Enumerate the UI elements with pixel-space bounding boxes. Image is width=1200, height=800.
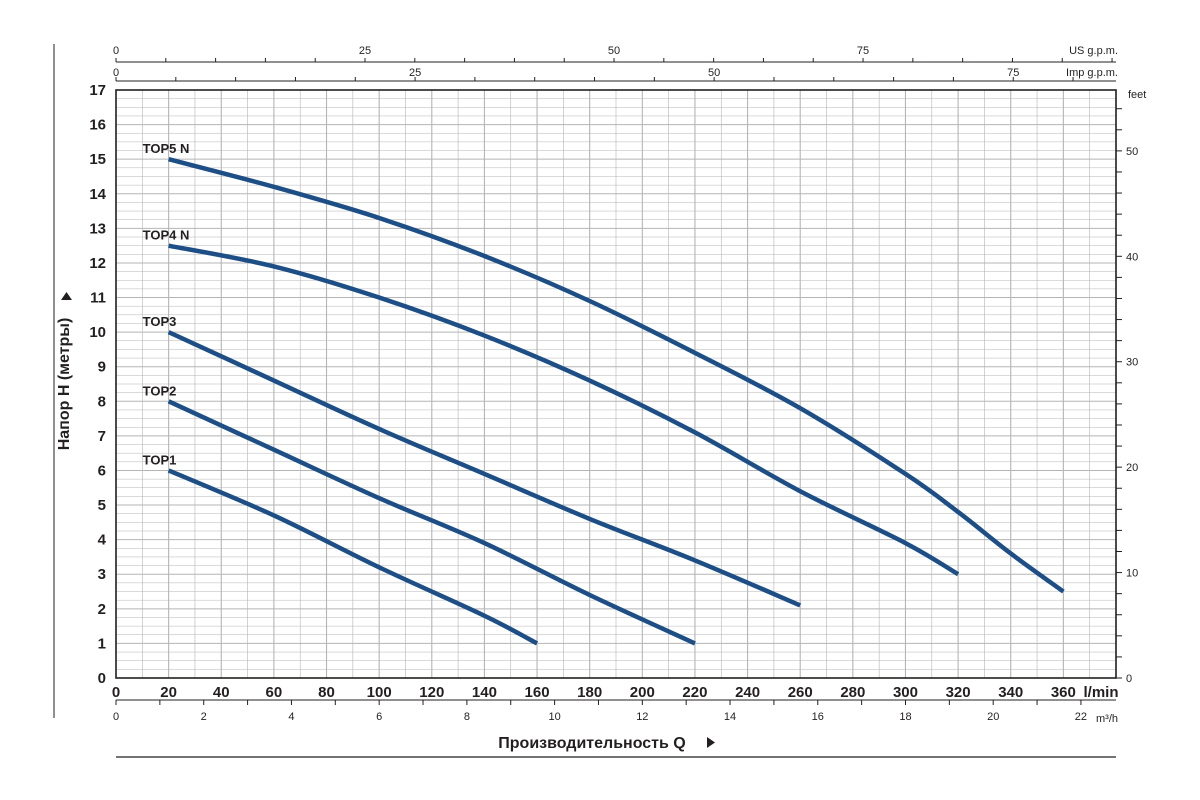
x-tick-label: 40: [213, 684, 230, 701]
x-tick-label: 100: [367, 684, 392, 701]
imp-gpm-tick-label: 0: [113, 67, 119, 79]
m3h-tick-label: 16: [812, 711, 824, 723]
x-tick-label: 160: [525, 684, 550, 701]
us-gpm-tick-label: 50: [608, 45, 620, 57]
feet-tick-label: 10: [1126, 568, 1138, 580]
y-tick-label: 5: [98, 497, 106, 514]
us-gpm-tick-label: 0: [113, 45, 119, 57]
x-tick-label: 180: [577, 684, 602, 701]
y-tick-label: 15: [89, 151, 106, 168]
x-axis-title: Производительность Q: [498, 735, 685, 752]
y-tick-label: 13: [89, 220, 106, 237]
us-gpm-tick-label: 75: [857, 45, 869, 57]
y-tick-label: 14: [89, 186, 106, 203]
y-tick-label: 2: [98, 601, 106, 618]
series-line-top1: [167, 468, 539, 646]
y-tick-label: 4: [98, 532, 107, 549]
y-tick-label: 0: [98, 670, 106, 687]
x-tick-label: 60: [266, 684, 283, 701]
x-tick-label: 280: [840, 684, 865, 701]
feet-tick-label: 50: [1126, 146, 1138, 158]
y-tick-label: 16: [89, 117, 106, 134]
y-tick-label: 12: [89, 255, 106, 272]
series-label-top3: TOP3: [143, 314, 177, 329]
imp-gpm-unit-label: Imp g.p.m.: [1066, 67, 1118, 79]
x-tick-label: 360: [1051, 684, 1076, 701]
x-axis-arrow-icon: [707, 737, 715, 748]
x-tick-label: 120: [419, 684, 444, 701]
curves: [167, 156, 1065, 646]
feet-unit-label: feet: [1128, 89, 1146, 101]
m3h-tick-label: 8: [464, 711, 470, 723]
plot-border: [115, 89, 1117, 679]
y-axis-title: Напор H (метры): [56, 318, 73, 451]
m3h-tick-label: 20: [987, 711, 999, 723]
m3h-tick-label: 4: [288, 711, 294, 723]
x-tick-label: 340: [998, 684, 1023, 701]
series-line-top3: [167, 330, 802, 608]
series-label-top5n: TOP5 N: [143, 141, 190, 156]
m3h-unit-label: m³/h: [1096, 713, 1118, 725]
y-tick-label: 1: [98, 635, 106, 652]
x-tick-label: 200: [630, 684, 655, 701]
y-tick-label: 10: [89, 324, 106, 341]
feet-tick-label: 20: [1126, 462, 1138, 474]
m3h-tick-label: 22: [1075, 711, 1087, 723]
labels: 0 20 40 60 80 100 120 140 160 180 200 220 240 260 280 3…: [56, 45, 1146, 752]
series-line-top4n: [168, 243, 960, 577]
feet-tick-label: 0: [1126, 673, 1132, 685]
y-tick-label: 6: [98, 462, 106, 479]
series-label-top4n: TOP4 N: [143, 228, 190, 243]
m3h-tick-label: 14: [724, 711, 736, 723]
imp-gpm-tick-label: 25: [409, 67, 421, 79]
imp-gpm-tick-label: 50: [708, 67, 720, 79]
m3h-tick-label: 0: [113, 711, 119, 723]
x-tick-label: 20: [160, 684, 177, 701]
x-tick-label: 260: [788, 684, 813, 701]
y-tick-label: 8: [98, 393, 106, 410]
feet-tick-label: 30: [1126, 357, 1138, 369]
y-axis-arrow-icon: [61, 292, 72, 300]
us-gpm-tick-label: 25: [359, 45, 371, 57]
y-tick-label: 7: [98, 428, 106, 445]
x-tick-label: 140: [472, 684, 497, 701]
us-gpm-unit-label: US g.p.m.: [1069, 45, 1118, 57]
m3h-tick-label: 12: [636, 711, 648, 723]
series-line-top2: [167, 399, 696, 646]
x-tick-label: 320: [946, 684, 971, 701]
x-tick-label: 0: [112, 684, 120, 701]
feet-tick-label: 40: [1126, 251, 1138, 263]
x-tick-label: 300: [893, 684, 918, 701]
series-line-top5n: [168, 156, 1065, 594]
y-tick-label: 17: [89, 82, 106, 99]
y-tick-label: 9: [98, 359, 106, 376]
series-label-top1: TOP1: [143, 452, 177, 467]
x-tick-label: 80: [318, 684, 335, 701]
grid: [115, 89, 1117, 679]
imp-gpm-tick-label: 75: [1007, 67, 1019, 79]
chart-frame: [53, 44, 1122, 758]
m3h-tick-label: 2: [201, 711, 207, 723]
m3h-tick-label: 6: [376, 711, 382, 723]
m3h-tick-label: 18: [899, 711, 911, 723]
y-tick-label: 3: [98, 566, 106, 583]
y-tick-label: 11: [90, 290, 106, 307]
x-tick-label: 240: [735, 684, 760, 701]
x-unit-label: l/min: [1083, 684, 1118, 701]
series-label-top2: TOP2: [143, 383, 177, 398]
x-tick-label: 220: [682, 684, 707, 701]
m3h-tick-label: 10: [548, 711, 560, 723]
